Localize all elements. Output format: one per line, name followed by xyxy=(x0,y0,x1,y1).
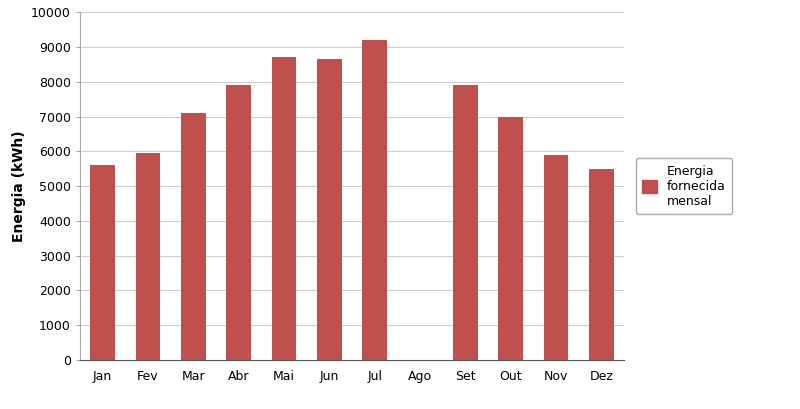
Bar xyxy=(453,85,478,360)
Bar xyxy=(181,113,206,360)
Bar xyxy=(271,58,297,360)
Bar xyxy=(317,59,342,360)
Bar xyxy=(498,117,523,360)
Bar xyxy=(90,165,115,360)
Bar xyxy=(135,153,161,360)
Y-axis label: Energia (kWh): Energia (kWh) xyxy=(11,130,26,242)
Legend: Energia
fornecida
mensal: Energia fornecida mensal xyxy=(636,158,732,214)
Bar xyxy=(362,40,387,360)
Bar xyxy=(543,155,569,360)
Bar xyxy=(589,169,614,360)
Bar xyxy=(226,85,251,360)
